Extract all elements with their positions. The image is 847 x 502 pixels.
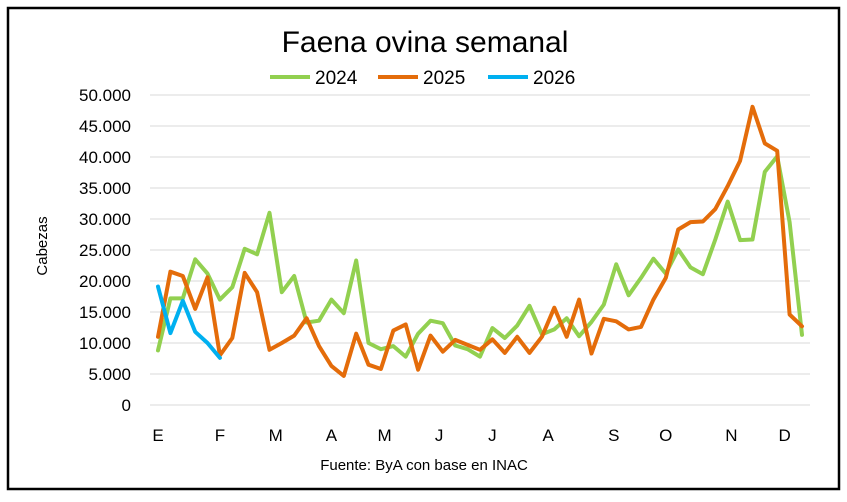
x-tick-label: O (659, 426, 672, 445)
series-line-2024 (156, 154, 804, 359)
y-tick-label: 5.000 (88, 365, 131, 384)
x-tick-label: D (779, 426, 791, 445)
x-tick-label: M (269, 426, 283, 445)
chart-title: Faena ovina semanal (282, 26, 569, 59)
series-lines (156, 104, 804, 378)
y-tick-label: 15.000 (79, 303, 131, 322)
y-tick-label: 20.000 (79, 272, 131, 291)
x-tick-label: J (488, 426, 497, 445)
y-tick-label: 50.000 (79, 86, 131, 105)
y-axis-ticks: 0 5.000 10.000 15.000 20.000 25.000 30.000 35.0… (79, 86, 131, 415)
legend-label: 2024 (315, 68, 358, 89)
series-line-2025 (156, 104, 804, 378)
legend-label: 2025 (423, 68, 465, 89)
y-tick-label: 35.000 (79, 179, 131, 198)
x-tick-label: F (215, 426, 225, 445)
y-axis-label: Cabezas (34, 216, 51, 275)
series-line-2026 (156, 284, 222, 360)
y-tick-label: 40.000 (79, 148, 131, 167)
x-tick-label: J (435, 426, 444, 445)
y-tick-label: 25.000 (79, 241, 131, 260)
y-tick-label: 10.000 (79, 334, 131, 353)
x-tick-label: M (378, 426, 392, 445)
y-tick-label: 30.000 (79, 210, 131, 229)
legend: 2024 2025 2026 (270, 68, 575, 89)
x-tick-label: E (152, 426, 163, 445)
chart-border (6, 6, 841, 491)
x-tick-label: N (725, 426, 737, 445)
x-tick-label: S (608, 426, 619, 445)
x-tick-label: A (326, 426, 338, 445)
source-note: Fuente: ByA con base en INAC (320, 457, 528, 474)
y-tick-label: 0 (122, 396, 131, 415)
legend-label: 2026 (533, 68, 575, 89)
y-tick-label: 45.000 (79, 117, 131, 136)
x-tick-label: A (542, 426, 554, 445)
